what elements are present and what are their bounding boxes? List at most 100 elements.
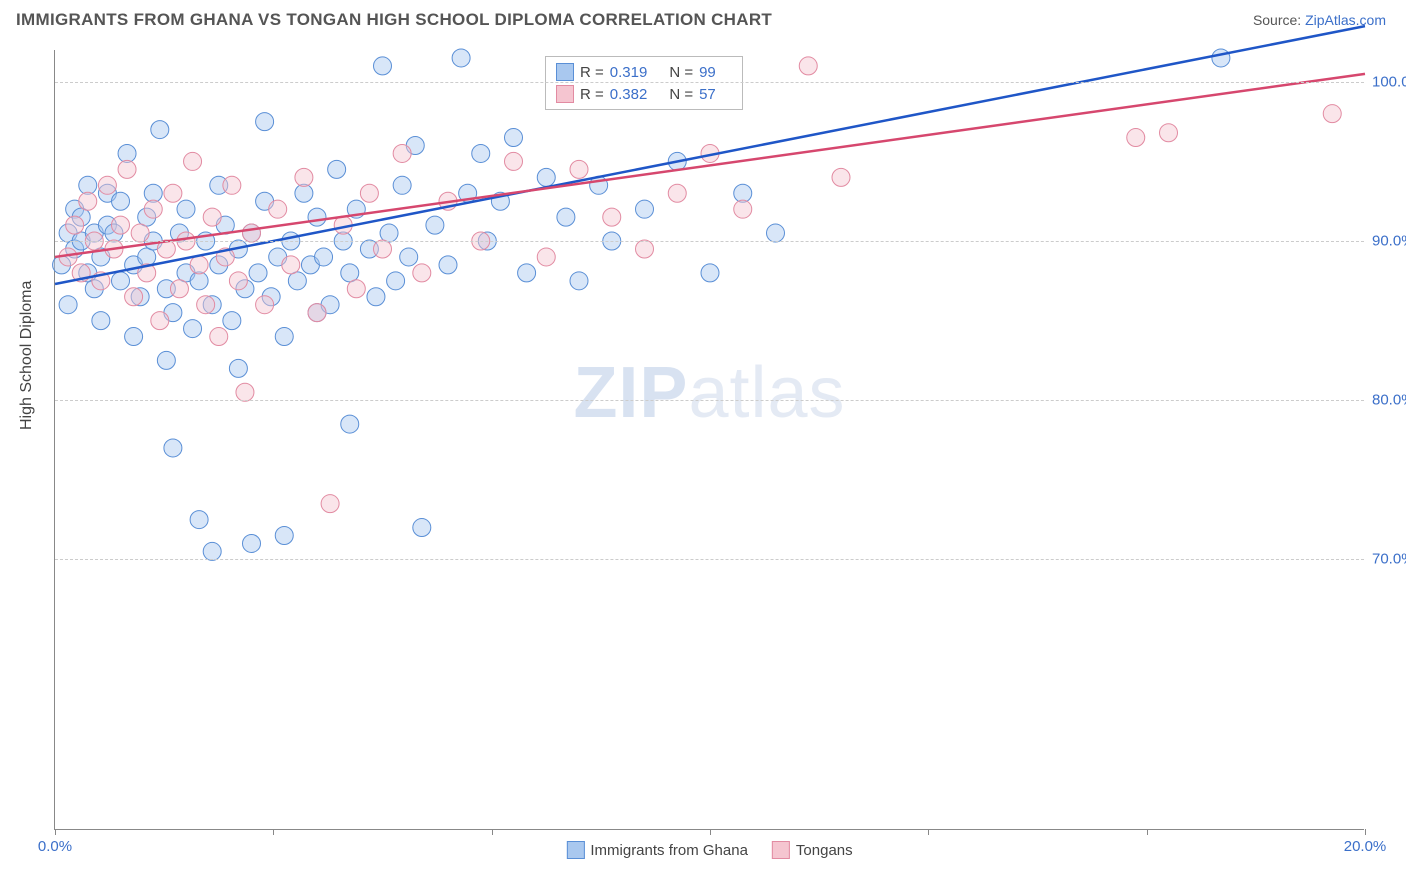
data-point	[360, 184, 378, 202]
data-point	[295, 168, 313, 186]
legend-series-label: Immigrants from Ghana	[590, 842, 748, 859]
data-point	[1212, 49, 1230, 67]
legend-swatch	[556, 85, 574, 103]
data-point	[164, 184, 182, 202]
data-point	[118, 144, 136, 162]
data-point	[98, 176, 116, 194]
data-point	[92, 312, 110, 330]
data-point	[413, 519, 431, 537]
data-point	[184, 152, 202, 170]
data-point	[190, 256, 208, 274]
data-point	[439, 256, 457, 274]
data-point	[537, 168, 555, 186]
data-point	[151, 312, 169, 330]
data-point	[505, 129, 523, 147]
data-point	[288, 272, 306, 290]
data-point	[177, 200, 195, 218]
data-point	[413, 264, 431, 282]
data-point	[269, 200, 287, 218]
y-tick-label: 100.0%	[1372, 73, 1406, 90]
data-point	[315, 248, 333, 266]
data-point	[734, 184, 752, 202]
x-tick-label: 20.0%	[1344, 838, 1387, 855]
data-point	[184, 320, 202, 338]
x-tick-label: 0.0%	[38, 838, 72, 855]
data-point	[223, 176, 241, 194]
x-tick-mark	[1365, 829, 1366, 835]
legend-r-value: 0.382	[610, 86, 648, 103]
data-point	[701, 264, 719, 282]
data-point	[393, 144, 411, 162]
legend-n-value: 57	[699, 86, 716, 103]
data-point	[256, 113, 274, 131]
data-point	[164, 439, 182, 457]
data-point	[1323, 105, 1341, 123]
legend-r-label: R =	[580, 86, 604, 103]
y-tick-label: 70.0%	[1372, 551, 1406, 568]
data-point	[79, 192, 97, 210]
data-point	[203, 542, 221, 560]
data-point	[308, 304, 326, 322]
gridline	[55, 559, 1364, 560]
data-point	[347, 280, 365, 298]
legend-n-value: 99	[699, 64, 716, 81]
x-tick-mark	[273, 829, 274, 835]
x-tick-mark	[492, 829, 493, 835]
data-point	[66, 216, 84, 234]
data-point	[229, 359, 247, 377]
data-point	[256, 296, 274, 314]
data-point	[282, 256, 300, 274]
data-point	[236, 383, 254, 401]
data-point	[243, 534, 261, 552]
data-point	[59, 296, 77, 314]
data-point	[170, 280, 188, 298]
data-point	[125, 288, 143, 306]
data-point	[203, 208, 221, 226]
data-point	[380, 224, 398, 242]
data-point	[125, 328, 143, 346]
data-point	[328, 160, 346, 178]
data-point	[387, 272, 405, 290]
legend-r-label: R =	[580, 64, 604, 81]
series-legend: Immigrants from Ghana Tongans	[566, 841, 852, 859]
data-point	[275, 527, 293, 545]
legend-correlation-row: R = 0.319N = 99	[556, 61, 732, 83]
legend-n-label: N =	[669, 86, 693, 103]
data-point	[636, 200, 654, 218]
chart-title: IMMIGRANTS FROM GHANA VS TONGAN HIGH SCH…	[16, 10, 772, 30]
y-tick-label: 80.0%	[1372, 392, 1406, 409]
data-point	[210, 328, 228, 346]
data-point	[518, 264, 536, 282]
data-point	[144, 184, 162, 202]
data-point	[557, 208, 575, 226]
data-point	[197, 296, 215, 314]
data-point	[112, 272, 130, 290]
data-point	[1160, 124, 1178, 142]
scatter-svg	[55, 50, 1364, 829]
data-point	[374, 57, 392, 75]
correlation-legend: R = 0.319N = 99R = 0.382N = 57	[545, 56, 743, 110]
data-point	[505, 152, 523, 170]
data-point	[603, 208, 621, 226]
data-point	[229, 272, 247, 290]
data-point	[570, 160, 588, 178]
x-tick-mark	[928, 829, 929, 835]
y-axis-label: High School Diploma	[18, 281, 36, 430]
data-point	[636, 240, 654, 258]
data-point	[367, 288, 385, 306]
data-point	[275, 328, 293, 346]
source-link[interactable]: ZipAtlas.com	[1305, 12, 1386, 28]
data-point	[295, 184, 313, 202]
data-point	[537, 248, 555, 266]
gridline	[55, 82, 1364, 83]
data-point	[308, 208, 326, 226]
data-point	[190, 272, 208, 290]
legend-series-item: Tongans	[772, 841, 853, 859]
data-point	[832, 168, 850, 186]
data-point	[472, 144, 490, 162]
data-point	[131, 224, 149, 242]
data-point	[400, 248, 418, 266]
data-point	[426, 216, 444, 234]
legend-series-label: Tongans	[796, 842, 853, 859]
x-tick-mark	[710, 829, 711, 835]
